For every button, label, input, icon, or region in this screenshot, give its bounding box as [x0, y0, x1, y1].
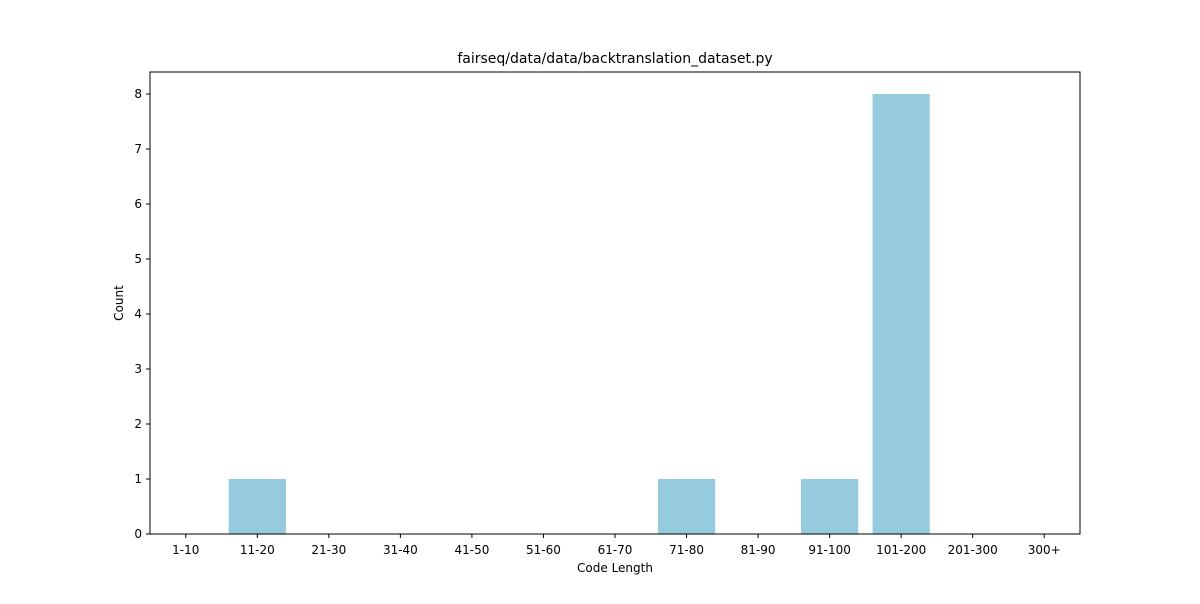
x-axis-title: Code Length — [577, 561, 653, 575]
y-tick-label: 2 — [134, 417, 142, 431]
x-tick-label: 101-200 — [876, 543, 926, 557]
x-tick-label: 41-50 — [454, 543, 489, 557]
y-tick-label: 0 — [134, 527, 142, 541]
y-tick-label: 3 — [134, 362, 142, 376]
x-axis: 1-10 11-20 21-30 31-40 41-50 51-60 61-70 71-80 8… — [172, 534, 1061, 557]
y-tick-label: 4 — [134, 307, 142, 321]
x-tick-label: 61-70 — [598, 543, 633, 557]
y-tick-label: 7 — [134, 142, 142, 156]
y-tick-label: 8 — [134, 87, 142, 101]
y-tick-label: 6 — [134, 197, 142, 211]
x-tick-label: 11-20 — [240, 543, 275, 557]
bar-101-200 — [872, 94, 930, 534]
x-tick-label: 71-80 — [669, 543, 704, 557]
x-tick-label: 21-30 — [311, 543, 346, 557]
x-tick-label: 300+ — [1028, 543, 1061, 557]
bar-91-100 — [801, 479, 859, 534]
x-tick-label: 201-300 — [948, 543, 998, 557]
bars-layer — [228, 94, 930, 534]
plot-frame — [149, 71, 1081, 535]
x-tick-label: 91-100 — [808, 543, 851, 557]
x-tick-label: 1-10 — [172, 543, 199, 557]
x-tick-label: 31-40 — [383, 543, 418, 557]
x-tick-label: 51-60 — [526, 543, 561, 557]
chart-title: fairseq/data/data/backtranslation_datase… — [457, 51, 772, 67]
x-tick-label: 81-90 — [741, 543, 776, 557]
bar-11-20 — [228, 479, 286, 534]
y-tick-label: 5 — [134, 252, 142, 266]
y-tick-label: 1 — [134, 472, 142, 486]
y-axis: 0 1 2 3 4 5 6 7 8 — [134, 87, 150, 541]
bar-71-80 — [657, 479, 716, 534]
y-axis-title: Count — [112, 285, 126, 321]
